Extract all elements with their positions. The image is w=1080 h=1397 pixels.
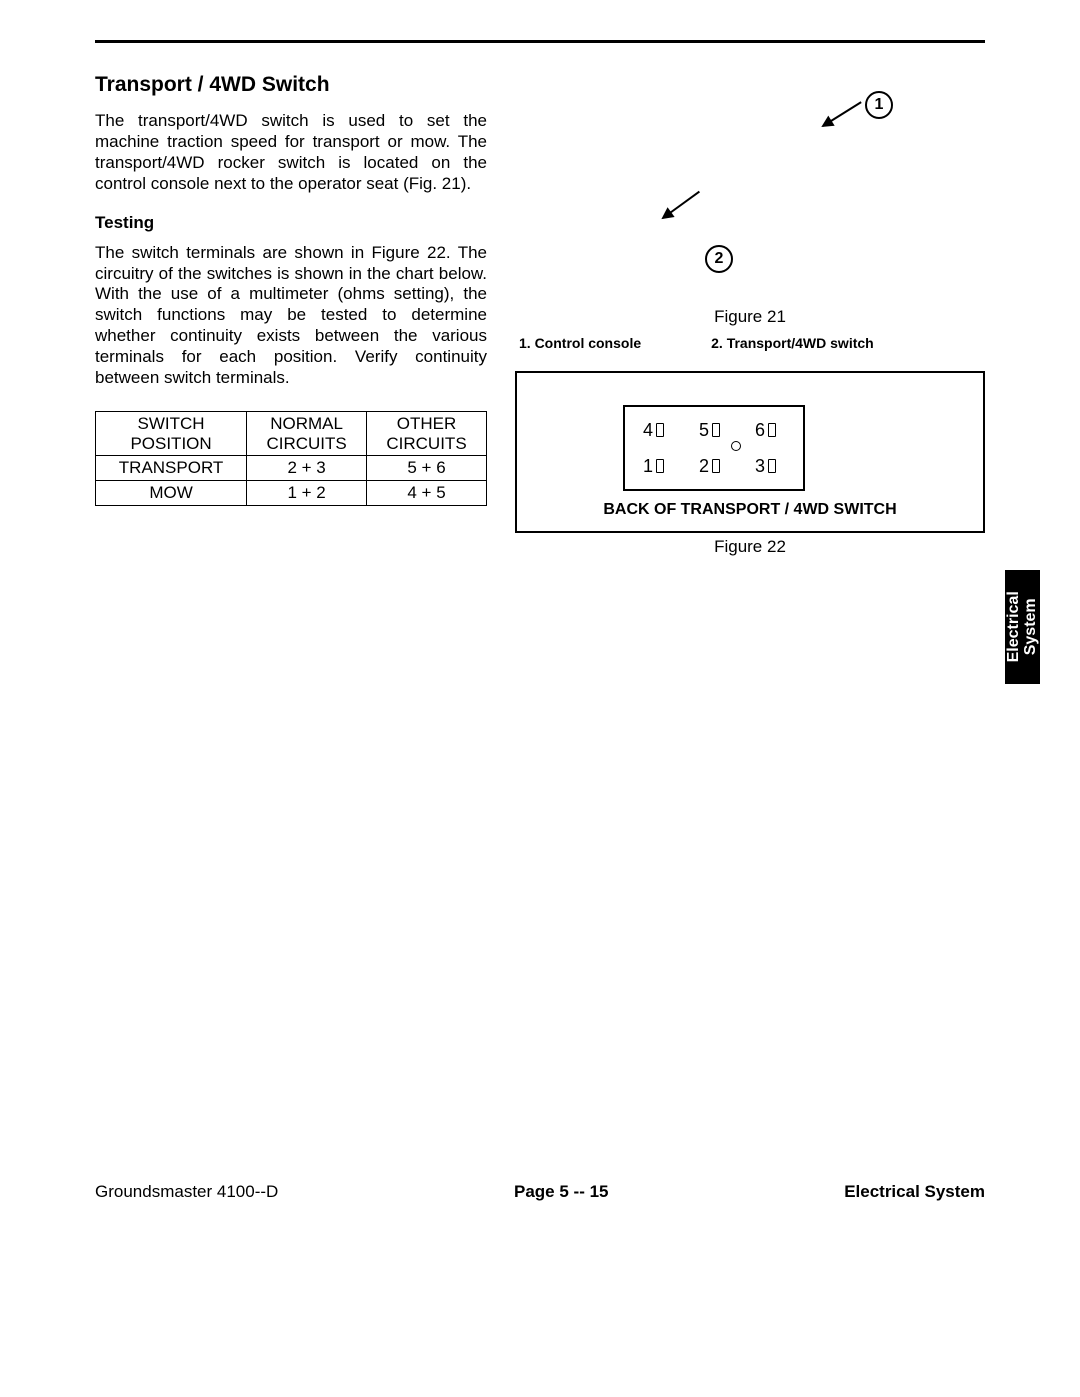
- two-column-layout: Transport / 4WD Switch The transport/4WD…: [95, 73, 985, 565]
- terminal: 1: [643, 457, 673, 475]
- terminal: 5: [699, 421, 729, 439]
- pin-icon: [712, 423, 720, 437]
- page: Transport / 4WD Switch The transport/4WD…: [0, 0, 1080, 1397]
- testing-paragraph: The switch terminals are shown in Figure…: [95, 243, 487, 389]
- terminal: 3: [755, 457, 785, 475]
- table-cell: 4 + 5: [367, 481, 487, 506]
- callout-1: 1: [865, 91, 893, 119]
- center-dot-row: [643, 443, 785, 453]
- figure-21-legend: 1. Control console 2. Transport/4WD swit…: [515, 335, 985, 351]
- legend-item: 1. Control console: [519, 335, 641, 351]
- table-cell: 1 + 2: [247, 481, 367, 506]
- terminal-label: 3: [755, 457, 765, 475]
- section-tab-text: Electrical System: [1006, 591, 1040, 662]
- terminal-label: 5: [699, 421, 709, 439]
- col-1: NORMALCIRCUITS: [266, 414, 346, 453]
- footer-right: Electrical System: [844, 1182, 985, 1202]
- terminal-label: 2: [699, 457, 709, 475]
- testing-heading: Testing: [95, 213, 487, 233]
- pin-icon: [656, 459, 664, 473]
- intro-paragraph: The transport/4WD switch is used to set …: [95, 111, 487, 195]
- circuit-table: SWITCHPOSITION NORMALCIRCUITS OTHERCIRCU…: [95, 411, 487, 506]
- figure-22-box: 4 5 6 1: [515, 371, 985, 533]
- footer-center: Page 5 -- 15: [514, 1182, 609, 1202]
- table-cell: 2 + 3: [247, 456, 367, 481]
- table-cell: TRANSPORT: [96, 456, 247, 481]
- terminal: 4: [643, 421, 673, 439]
- terminal-label: 6: [755, 421, 765, 439]
- callout-2: 2: [705, 245, 733, 273]
- col-0: SWITCHPOSITION: [130, 414, 211, 453]
- terminal: 6: [755, 421, 785, 439]
- section-tab: Electrical System: [1005, 570, 1040, 684]
- table-header-row: SWITCHPOSITION NORMALCIRCUITS OTHERCIRCU…: [96, 411, 487, 455]
- pin-icon: [712, 459, 720, 473]
- legend-item: 2. Transport/4WD switch: [711, 335, 874, 351]
- col-2: OTHERCIRCUITS: [386, 414, 466, 453]
- footer-left: Groundsmaster 4100--D: [95, 1182, 278, 1202]
- page-footer: Groundsmaster 4100--D Page 5 -- 15 Elect…: [95, 1182, 985, 1202]
- table-row: TRANSPORT 2 + 3 5 + 6: [96, 456, 487, 481]
- section-title: Transport / 4WD Switch: [95, 73, 487, 97]
- pin-icon: [768, 423, 776, 437]
- figure-21-diagram: 1 2: [515, 73, 985, 303]
- dot-icon: [731, 441, 741, 451]
- right-column: 1 2 Figure 21 1. Control console 2. Tran…: [515, 73, 985, 565]
- terminal-label: 1: [643, 457, 653, 475]
- left-column: Transport / 4WD Switch The transport/4WD…: [95, 73, 487, 565]
- tab-line-1: Electrical: [1005, 591, 1022, 662]
- pin-icon: [656, 423, 664, 437]
- switch-back-diagram: 4 5 6 1: [623, 405, 805, 491]
- arrow-icon: [822, 101, 861, 127]
- table-cell: 5 + 6: [367, 456, 487, 481]
- arrow-icon: [662, 191, 700, 219]
- table-header-cell: NORMALCIRCUITS: [247, 411, 367, 455]
- terminal: 2: [699, 457, 729, 475]
- tab-line-2: System: [1022, 599, 1039, 656]
- table-row: MOW 1 + 2 4 + 5: [96, 481, 487, 506]
- table-header-cell: OTHERCIRCUITS: [367, 411, 487, 455]
- terminal-label: 4: [643, 421, 653, 439]
- terminal-row-top: 4 5 6: [643, 421, 785, 439]
- top-rule: [95, 40, 985, 43]
- pin-icon: [768, 459, 776, 473]
- terminal-row-bottom: 1 2 3: [643, 457, 785, 475]
- figure-21-caption: Figure 21: [515, 307, 985, 327]
- table-header-cell: SWITCHPOSITION: [96, 411, 247, 455]
- figure-22-caption: Figure 22: [515, 537, 985, 557]
- figure-22-label: BACK OF TRANSPORT / 4WD SWITCH: [517, 501, 983, 519]
- table-cell: MOW: [96, 481, 247, 506]
